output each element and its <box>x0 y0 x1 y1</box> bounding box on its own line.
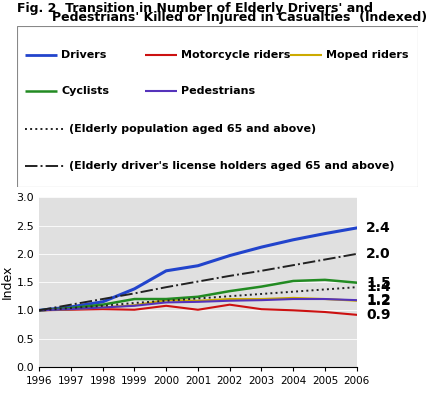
Text: Moped riders: Moped riders <box>325 50 407 60</box>
Text: 2.4: 2.4 <box>365 221 390 235</box>
Y-axis label: Index: Index <box>1 265 14 299</box>
Text: (Elderly population aged 65 and above): (Elderly population aged 65 and above) <box>69 125 316 134</box>
FancyBboxPatch shape <box>17 26 417 187</box>
Text: Drivers: Drivers <box>61 50 107 60</box>
Text: Pedestrians' Killed or Injured in Casualties  (Indexed): Pedestrians' Killed or Injured in Casual… <box>17 11 427 24</box>
Text: Cyclists: Cyclists <box>61 86 109 96</box>
Text: (Elderly driver's license holders aged 65 and above): (Elderly driver's license holders aged 6… <box>69 162 394 171</box>
Text: Fig. 2  Transition in Number of Elderly Drivers' and: Fig. 2 Transition in Number of Elderly D… <box>17 2 372 15</box>
Text: 1.2: 1.2 <box>365 294 390 308</box>
Text: 1.5: 1.5 <box>365 276 390 290</box>
Text: 1.4: 1.4 <box>365 280 390 294</box>
Text: 1.2: 1.2 <box>365 293 390 307</box>
Text: 2.0: 2.0 <box>365 247 390 261</box>
Text: Motorcycle riders: Motorcycle riders <box>181 50 290 60</box>
Text: 0.9: 0.9 <box>365 308 390 322</box>
Text: Pedestrians: Pedestrians <box>181 86 255 96</box>
